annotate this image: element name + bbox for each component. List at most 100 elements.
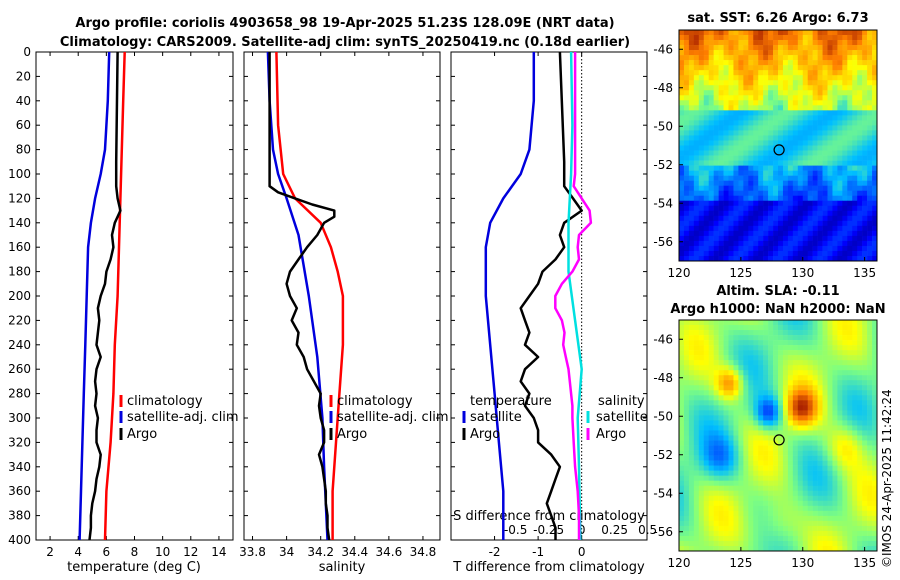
sst-map-cell <box>693 165 700 171</box>
sla-map-cell <box>693 425 700 431</box>
sla-map-cell <box>753 420 759 426</box>
sst-map-cell <box>822 115 828 121</box>
sla-map-cell <box>698 320 705 326</box>
sst-map-cell <box>708 65 714 71</box>
sla-map-cell <box>703 535 709 542</box>
sla-map-cell <box>822 365 828 371</box>
sst-map-cell <box>758 200 764 207</box>
sla-map-cell <box>822 445 828 451</box>
sla-map-cell <box>708 510 714 517</box>
sla-map-cell <box>683 510 690 517</box>
sla-map-cell <box>787 380 794 386</box>
sst-map-cell <box>723 70 729 76</box>
sla-map-cell <box>812 490 818 497</box>
sla-map-cell <box>807 340 813 346</box>
sst-map-cell <box>827 210 833 217</box>
sla-map-cell <box>698 375 705 381</box>
map-lat-label: -56 <box>653 235 673 249</box>
sla-map-cell <box>753 320 759 326</box>
sst-map-cell <box>708 30 714 36</box>
sst-map-cell <box>802 125 808 131</box>
sla-map-cell <box>847 475 853 481</box>
sla-map-cell <box>728 365 734 371</box>
sla-map-cell <box>807 485 813 492</box>
sla-map-cell <box>703 365 709 371</box>
sst-map-cell <box>817 75 823 81</box>
sla-map-cell <box>708 340 714 346</box>
sst-map-cell <box>872 235 878 242</box>
sst-map-cell <box>679 155 685 161</box>
sst-map-cell <box>708 185 714 191</box>
sla-map-cell <box>847 500 853 507</box>
sla-map-cell <box>688 435 695 441</box>
sla-map-cell <box>713 420 719 426</box>
sla-map-cell <box>763 505 769 512</box>
sst-map-cell <box>748 185 754 191</box>
sla-map-cell <box>797 355 804 361</box>
sst-map-cell <box>792 165 799 171</box>
sla-map-cell <box>822 480 828 487</box>
sla-map-cell <box>733 365 739 371</box>
sla-map-cell <box>708 400 714 406</box>
sst-map-cell <box>837 220 843 227</box>
sst-map-cell <box>812 205 818 212</box>
sla-map-cell <box>842 420 848 426</box>
sst-map-cell <box>862 160 868 166</box>
sla-map-cell <box>743 530 749 537</box>
sst-map-cell <box>683 190 690 197</box>
sst-map-cell <box>812 110 818 116</box>
sst-map-cell <box>688 90 695 96</box>
sla-map-cell <box>857 385 863 391</box>
sla-map-cell <box>718 460 724 466</box>
sst-map-cell <box>778 160 784 166</box>
sla-map-cell <box>812 460 818 466</box>
sla-map-cell <box>733 440 739 446</box>
sst-map-cell <box>718 70 724 76</box>
sla-map-cell <box>812 355 818 361</box>
sla-map-cell <box>862 465 868 471</box>
sst-map-cell <box>827 200 833 207</box>
sst-map-cell <box>842 220 848 227</box>
sst-map-cell <box>787 240 794 247</box>
sla-map-cell <box>822 375 828 381</box>
sst-map-cell <box>847 195 853 202</box>
sla-map-cell <box>782 330 789 336</box>
sst-map-cell <box>807 245 813 252</box>
sst-map-cell <box>847 65 853 71</box>
sst-map-cell <box>773 105 779 111</box>
sst-map-cell <box>683 35 690 41</box>
sla-map-cell <box>743 365 749 371</box>
map-lon-label: 135 <box>853 266 876 280</box>
sla-map-cell <box>693 535 700 542</box>
sst-map-cell <box>708 180 714 186</box>
sla-map-cell <box>837 345 843 351</box>
sst-map-cell <box>753 125 759 131</box>
sla-map-cell <box>862 520 868 527</box>
sla-map-cell <box>857 465 863 471</box>
sst-map-cell <box>733 240 739 247</box>
sst-map-cell <box>802 195 808 202</box>
sst-map-cell <box>802 235 808 242</box>
sst-map-cell <box>748 135 754 141</box>
sst-map-cell <box>797 55 804 61</box>
sst-map-cell <box>837 85 843 91</box>
sla-map-cell <box>738 455 744 461</box>
sla-map-cell <box>728 520 734 527</box>
sla-map-cell <box>679 535 685 542</box>
sla-map-cell <box>738 370 744 376</box>
sla-map-cell <box>728 425 734 431</box>
sst-map-cell <box>822 225 828 232</box>
sla-map-cell <box>832 415 838 421</box>
imos-watermark: ©IMOS 24-Apr-2025 11:42:24 <box>880 389 894 568</box>
sst-map-cell <box>802 185 808 191</box>
sst-map-cell <box>782 105 789 111</box>
sla-map-cell <box>807 405 813 411</box>
sst-map-cell <box>857 235 863 242</box>
sst-map-cell <box>713 60 719 66</box>
sla-map-cell <box>693 365 700 371</box>
sst-map-cell <box>708 35 714 41</box>
sst-map-cell <box>847 50 853 56</box>
sst-map-cell <box>792 220 799 227</box>
sst-map-cell <box>797 65 804 71</box>
sla-map-cell <box>837 365 843 371</box>
